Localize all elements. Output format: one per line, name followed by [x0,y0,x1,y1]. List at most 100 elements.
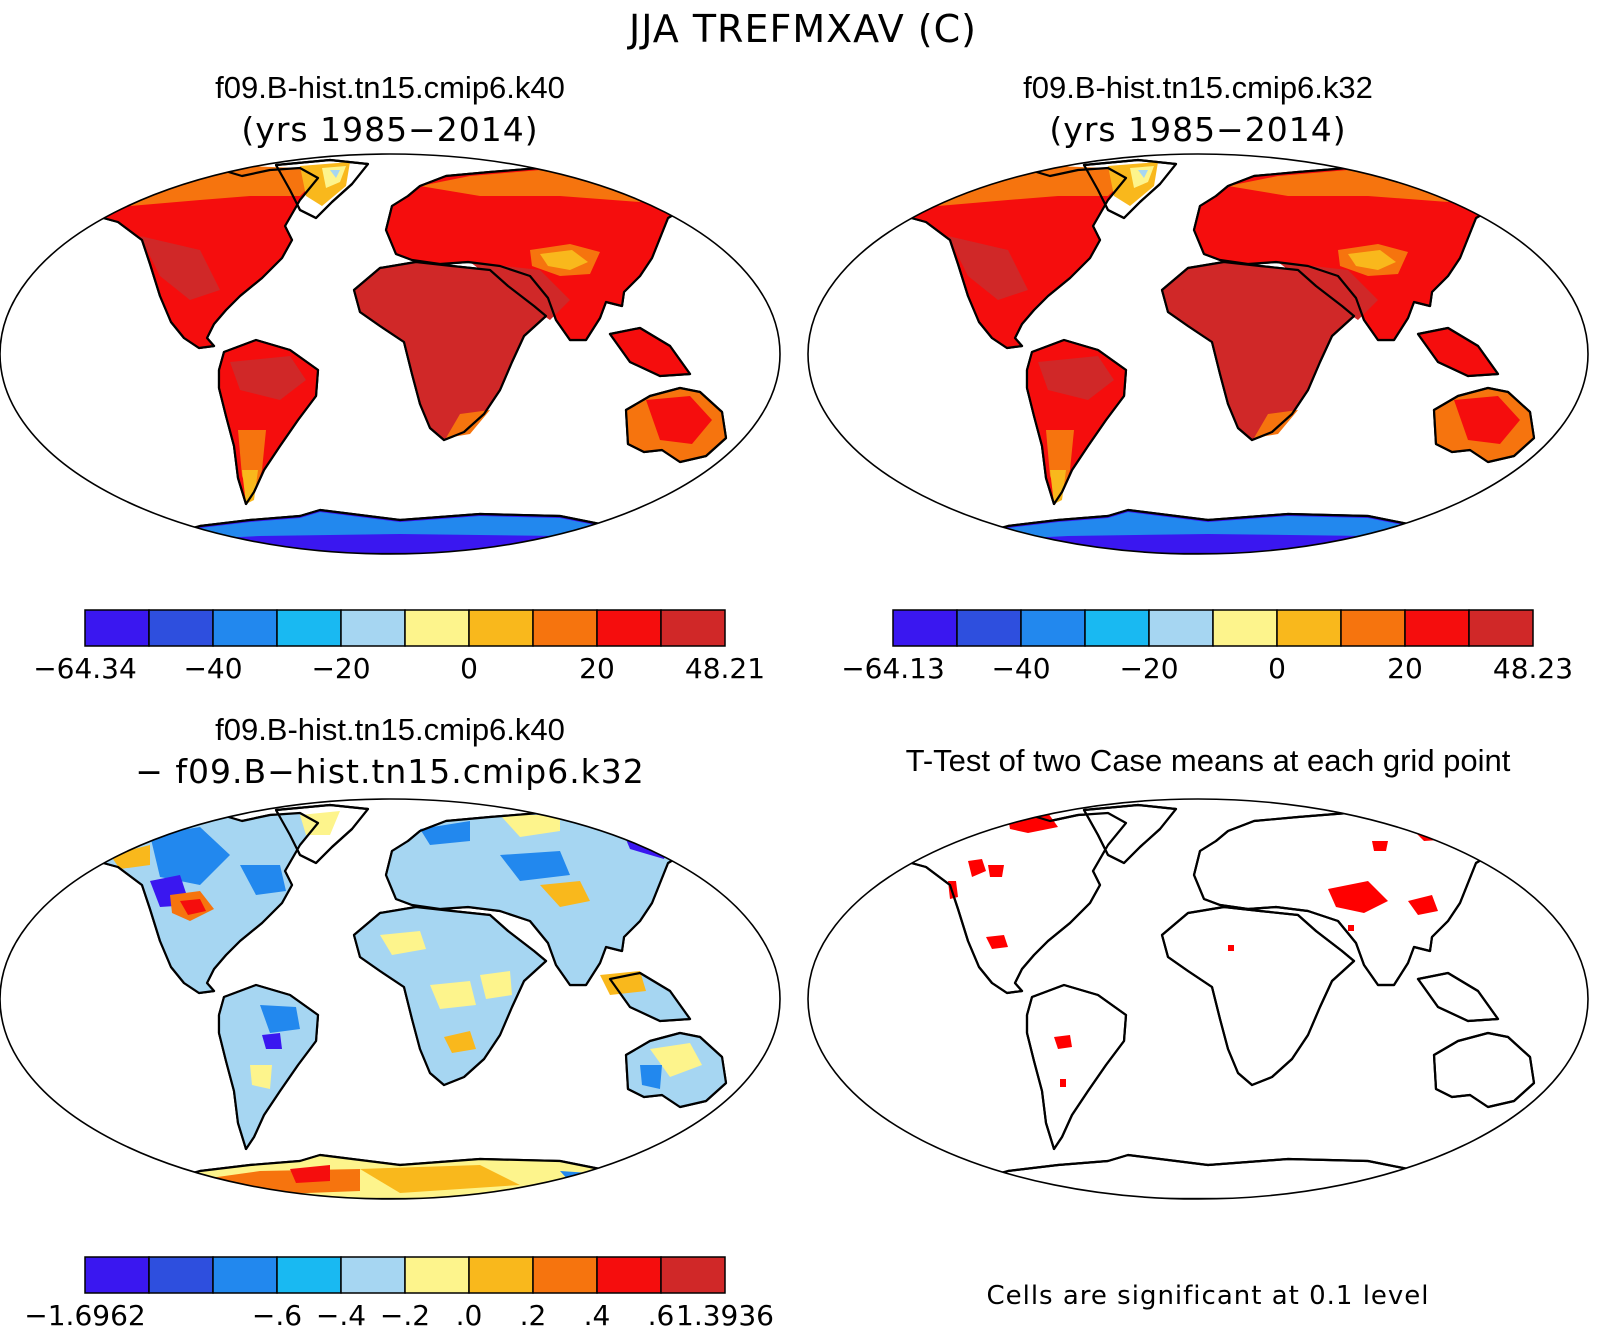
colorbar-box [404,1256,470,1294]
panel-ttest-title: T-Test of two Case means at each grid po… [906,743,1511,778]
colorbar-box [148,609,214,647]
field-region [1178,272,1348,330]
colorbar-box [84,609,150,647]
field-region [1138,170,1148,178]
diff-region [380,931,426,955]
field-region [446,410,490,438]
diff-region [360,1165,520,1193]
diff-region [290,1165,330,1183]
map-frame [807,153,1589,555]
field-case2 [904,162,1534,554]
field-region [322,166,346,188]
colorbar-box [1468,609,1534,647]
diff-region [150,827,230,885]
colorbar-box [340,1256,406,1294]
map-case1 [0,153,781,555]
diff-region [260,1005,300,1033]
diff-region [250,1065,272,1089]
colorbar-tick-label: .4 [584,1299,611,1327]
colorbar-box [532,1256,598,1294]
panel-difference: f09.B-hist.tn15.cmip6.k40 − f09.B−hist.t… [0,712,781,1327]
diff-region [630,1185,660,1197]
colorbar-box [468,1256,534,1294]
field-region [242,470,258,504]
colorbar-tick-label: .6 [648,1299,675,1327]
colorbar-box [276,1256,342,1294]
colorbar-box [212,609,278,647]
colorbar-box [404,609,470,647]
colorbar-box [212,1256,278,1294]
colorbar-box [276,609,342,647]
diff-region [650,1043,702,1077]
colorbar-tick-label: −.2 [380,1299,430,1327]
map-frame [0,153,781,555]
colorbar-box [1404,609,1470,647]
field-region [646,396,712,444]
field-region [1254,410,1298,438]
colorbar-tick-label: 48.21 [685,652,765,685]
diff-region [480,971,512,999]
field-region [1130,166,1154,188]
map-difference [0,798,781,1200]
colorbar-box [468,609,534,647]
map-case2 [807,153,1589,555]
panel-ttest: T-Test of two Case means at each grid po… [807,743,1589,1311]
colorbar-box [1020,609,1086,647]
colorbar-tick-label: −20 [1119,652,1178,685]
diff-region [430,981,476,1009]
diff-region [560,1171,640,1193]
colorbar-tick-label: −.6 [252,1299,302,1327]
diff-region [444,1031,476,1053]
field-region [330,170,340,178]
diff-region [110,845,150,869]
colorbar-tick-label: −20 [311,652,370,685]
significant-cells [1228,945,1234,951]
panel-case1: f09.B-hist.tn15.cmip6.k40 (yrs 1985−2014… [0,70,781,685]
panel-case1-title: f09.B-hist.tn15.cmip6.k40 [215,70,565,105]
panel-case2-title: f09.B-hist.tn15.cmip6.k32 [1023,70,1373,105]
colorbar-tick-label: −64.34 [33,652,137,685]
field-region [1454,396,1520,444]
colorbar-box [1148,609,1214,647]
colorbar-box [84,1256,150,1294]
colorbar-tick-label: −40 [991,652,1050,685]
significant-cells [1408,1177,1452,1187]
diff-region [240,865,286,895]
colorbar-case2: −64.13 −40 −20 0 20 48.23 [841,609,1573,685]
colorbar-difference: −1.6962 −.6 −.4 −.2 .0 .2 .4 .6 1.3936 [24,1256,774,1327]
colorbar-box [660,1256,726,1294]
colorbar-box [532,609,598,647]
field-region [1278,262,1378,320]
field-region [140,236,220,300]
diff-region [180,899,206,915]
field-region [1348,250,1396,270]
colorbar-box [1212,609,1278,647]
field-region [1038,356,1114,400]
ttest-note: Cells are significant at 0.1 level [986,1281,1429,1311]
colorbar-tick-label: 1.3936 [676,1299,774,1327]
colorbar-box [956,609,1022,647]
colorbar-tick-label: 20 [579,652,615,685]
significant-cells [1328,881,1388,913]
diff-region [500,815,560,837]
diff-region [640,1065,662,1089]
significant-cells [1348,925,1354,931]
colorbar-box [1084,609,1150,647]
field-region [370,272,540,330]
diff-region [500,851,570,881]
field-difference [96,807,726,1199]
field-region [948,236,1028,300]
colorbar-box [892,609,958,647]
colorbar-box [340,609,406,647]
diff-region [300,811,340,835]
significant-cells [1408,895,1438,915]
map-frame [0,798,781,1200]
colorbar-box [148,1256,214,1294]
colorbar-box [596,609,662,647]
significant-cells [986,935,1008,949]
colorbar-tick-label: 20 [1387,652,1423,685]
colorbar-box [596,1256,662,1294]
colorbar-tick-label: .2 [520,1299,547,1327]
field-region [1050,470,1066,504]
